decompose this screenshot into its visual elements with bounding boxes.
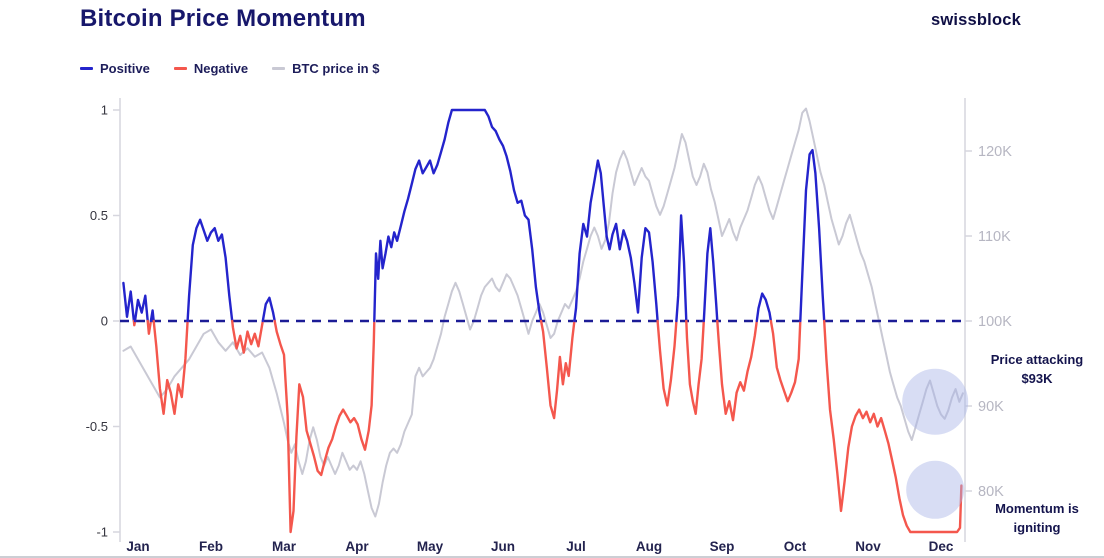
momentum-positive-segment [261, 296, 276, 323]
btc-price-line [122, 107, 964, 518]
annotation-price-attacking: Price attacking $93K [972, 351, 1102, 389]
x-axis-label: Jan [126, 539, 149, 554]
x-axis-label: Apr [345, 539, 369, 554]
x-axis-label: Dec [929, 539, 954, 554]
price-axis-label: 120K [978, 144, 1012, 160]
legend-item-negative: Negative [173, 61, 249, 76]
annotation-momentum-igniting: Momentum is igniting [972, 500, 1102, 538]
momentum-positive-segment [149, 309, 155, 323]
page-title: Bitcoin Price Momentum [80, 5, 366, 32]
negative-swatch-icon [173, 67, 187, 70]
x-axis-label: Aug [636, 539, 662, 554]
x-axis-label: Oct [784, 539, 807, 554]
highlight-circle [902, 368, 969, 435]
momentum-positive-segment [573, 159, 659, 323]
momentum-axis-label: 1 [101, 103, 108, 118]
momentum-positive-segment [675, 214, 688, 323]
legend-item-positive: Positive [80, 61, 150, 76]
momentum-negative-segment [656, 319, 678, 407]
momentum-negative-segment [273, 319, 376, 534]
legend-label-btc-price: BTC price in $ [292, 61, 380, 76]
annotation-momentum-line1: Momentum is [995, 501, 1079, 516]
momentum-negative-segment [230, 319, 264, 354]
momentum-negative-segment [539, 319, 576, 420]
momentum-positive-segment [373, 108, 543, 323]
momentum-positive-segment [755, 292, 773, 323]
momentum-negative-segment [152, 319, 189, 415]
momentum-positive-segment [133, 294, 149, 323]
x-axis-label: Sep [710, 539, 735, 554]
momentum-negative-segment [769, 319, 802, 403]
legend-item-btc-price: BTC price in $ [272, 61, 379, 76]
annotation-price-line2: $93K [1021, 370, 1053, 386]
x-axis-label: Jun [491, 539, 515, 554]
momentum-negative-segment [132, 319, 137, 327]
x-axis-label: Nov [855, 539, 881, 554]
price-axis-label: 80K [978, 484, 1004, 500]
positive-swatch-icon [80, 67, 93, 70]
x-axis-label: Mar [272, 539, 297, 554]
btc-price-swatch-icon [272, 67, 286, 70]
momentum-positive-segment [702, 226, 719, 323]
x-axis-label: Jul [566, 539, 586, 554]
chart-legend: Positive Negative BTC price in $ [80, 61, 379, 76]
x-axis-label: Feb [199, 539, 223, 554]
momentum-negative-segment [716, 319, 758, 422]
legend-label-positive: Positive [100, 61, 150, 76]
price-axis-label: 100K [978, 314, 1012, 330]
annotation-price-line1: Price attacking [990, 352, 1084, 367]
momentum-axis-label: 0 [101, 314, 108, 329]
momentum-positive-segment [122, 281, 136, 323]
price-axis-label: 110K [978, 229, 1011, 245]
momentum-axis-label: -0.5 [86, 419, 108, 434]
momentum-positive-segment [186, 218, 234, 323]
momentum-axis-label: -1 [96, 525, 108, 540]
legend-label-negative: Negative [193, 61, 249, 76]
momentum-negative-segment [823, 319, 963, 534]
highlight-circle [906, 460, 965, 519]
momentum-axis-label: 0.5 [90, 208, 108, 223]
momentum-negative-segment [146, 319, 153, 335]
momentum-negative-segment [685, 319, 705, 415]
price-axis-label: 90K [978, 399, 1004, 415]
annotation-momentum-line2: igniting [1013, 519, 1061, 535]
swissblock-logo: swissblock [930, 11, 1021, 29]
x-axis-label: May [417, 539, 444, 554]
momentum-positive-segment [799, 148, 826, 323]
